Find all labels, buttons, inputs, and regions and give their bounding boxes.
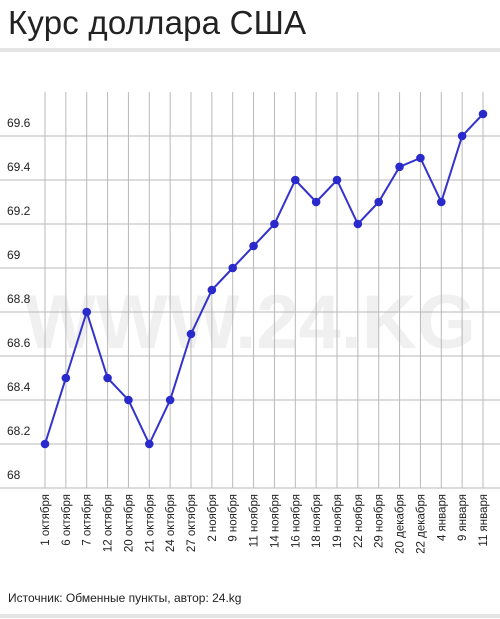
series-line — [44, 113, 484, 447]
y-axis-tick-labels: 68 68.2 68.4 68.6 68.8 69 69.2 69.4 69.6 — [7, 116, 31, 482]
page-title: Курс доллара США — [8, 4, 307, 41]
x-tick-label: 24 октября — [165, 494, 177, 552]
data-point — [416, 153, 425, 163]
data-point — [353, 219, 363, 229]
data-point — [144, 439, 154, 449]
x-tick-label: 18 ноября — [311, 494, 323, 548]
y-tick-label: 68 — [7, 468, 21, 482]
x-tick-label: 29 ноября — [374, 494, 386, 548]
x-tick-label: 6 октября — [61, 494, 73, 546]
data-point — [103, 373, 112, 383]
y-tick-label: 68.8 — [7, 292, 31, 306]
x-tick-label: 7 октября — [82, 494, 94, 546]
y-tick-label: 69 — [7, 248, 21, 262]
x-tick-label: 20 октября — [123, 494, 135, 552]
data-point — [270, 219, 279, 229]
x-tick-label: 16 ноября — [290, 494, 302, 548]
data-point — [82, 307, 92, 317]
data-points — [40, 109, 488, 449]
data-point — [395, 162, 404, 172]
y-tick-label: 69.4 — [7, 160, 31, 174]
title-divider — [0, 48, 500, 52]
y-tick-label: 68.6 — [7, 336, 31, 350]
x-tick-label: 27 октября — [186, 494, 198, 552]
x-tick-label: 9 ноября — [228, 494, 240, 542]
data-point — [436, 197, 446, 207]
bottom-divider — [0, 614, 500, 618]
x-tick-label: 21 октября — [144, 494, 156, 552]
data-point — [207, 285, 217, 295]
y-tick-label: 68.4 — [7, 380, 31, 394]
grid-lines — [0, 92, 500, 489]
data-point — [290, 175, 300, 185]
x-tick-label: 12 октября — [103, 494, 115, 552]
data-point — [374, 197, 384, 207]
x-tick-label: 9 января — [457, 494, 469, 541]
data-point — [165, 395, 175, 405]
data-point — [457, 131, 467, 141]
data-point — [61, 373, 71, 383]
x-tick-label: 19 ноября — [332, 494, 344, 548]
source-note: Источник: Обменные пункты, автор: 24.kg — [8, 591, 242, 605]
x-tick-label: 11 января — [478, 494, 490, 547]
data-point — [332, 175, 342, 185]
data-point — [124, 395, 133, 405]
y-tick-label: 69.6 — [7, 116, 31, 130]
x-tick-label: 20 декабря — [395, 494, 407, 554]
data-point — [478, 109, 488, 119]
data-point — [186, 329, 196, 339]
y-tick-label: 68.2 — [7, 424, 31, 438]
x-tick-label: 1 октября — [40, 494, 52, 546]
y-tick-label: 69.2 — [7, 204, 31, 218]
data-point — [228, 263, 238, 273]
x-tick-label: 14 ноября — [269, 494, 281, 548]
x-tick-label: 22 декабря — [415, 494, 427, 554]
data-point — [249, 241, 258, 251]
watermark: WWW.24.KG — [24, 280, 476, 365]
x-tick-label: 2 ноября — [207, 494, 219, 542]
data-point — [40, 439, 50, 449]
x-axis-tick-labels: 1 октября 6 октября 7 октября 12 октября 20 … — [40, 494, 490, 554]
x-tick-label: 4 января — [436, 494, 448, 541]
x-tick-label: 11 ноября — [249, 494, 261, 547]
data-point — [311, 197, 321, 207]
x-tick-label: 22 ноября — [353, 494, 365, 548]
